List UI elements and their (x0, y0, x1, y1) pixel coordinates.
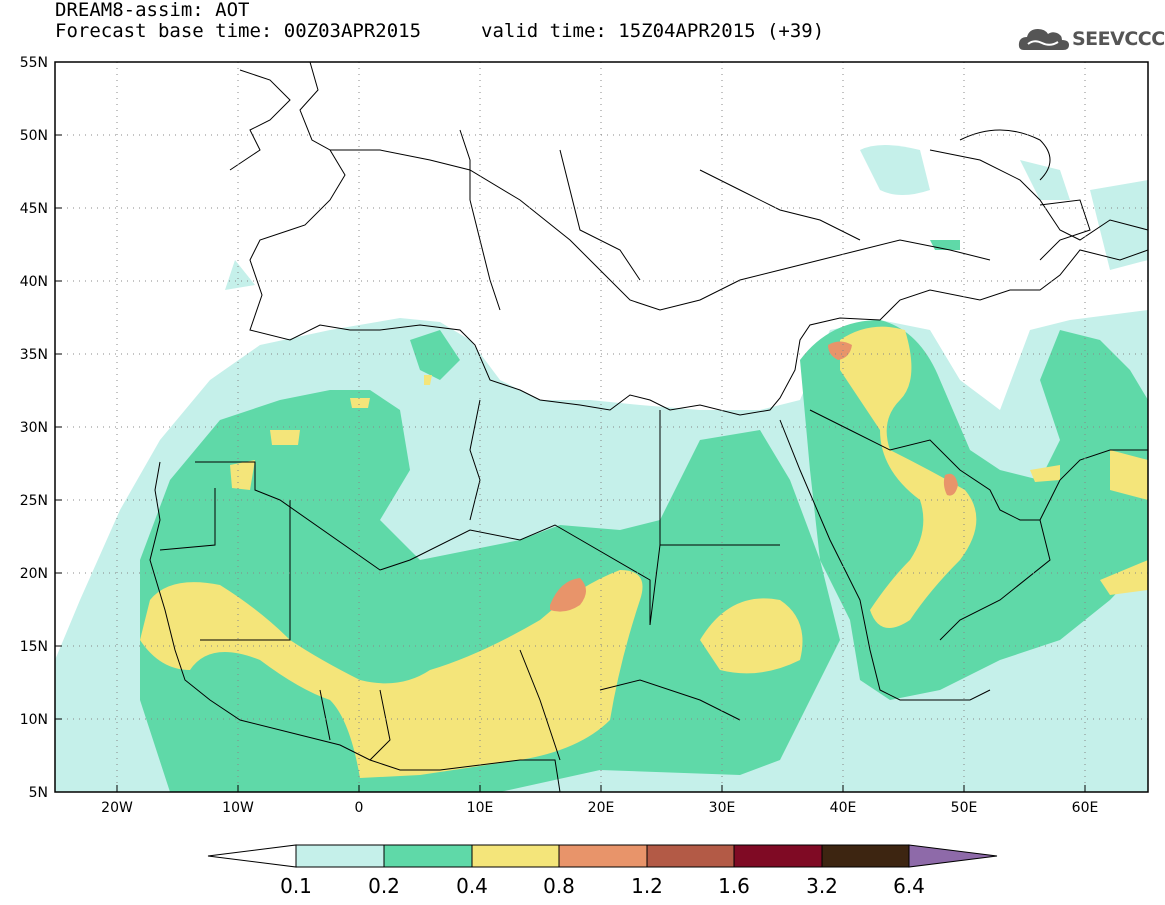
colorbar-segment (471, 844, 560, 868)
cloud-logo-icon (1018, 29, 1069, 50)
seevccc-logo: SEEVCCC (1018, 24, 1165, 54)
colorbar-label: 0.4 (456, 874, 488, 898)
lat-label: 10N (20, 712, 48, 728)
lon-label: 0 (355, 800, 364, 816)
colorbar-segment (295, 844, 385, 868)
aot-level-0.4-0.8 (140, 326, 1148, 778)
aot-field (55, 145, 1148, 792)
colorbar-segment (383, 844, 473, 868)
lat-label: 50N (20, 128, 48, 144)
colorbar-label: 1.6 (718, 874, 750, 898)
lat-label: 40N (20, 274, 48, 290)
colorbar-segment (646, 844, 735, 868)
colorbar-over-arrow (908, 844, 998, 868)
lat-label: 55N (20, 55, 48, 71)
lon-label: 60E (1072, 800, 1099, 816)
lat-label: 30N (20, 420, 48, 436)
logo-text: SEEVCCC (1072, 28, 1165, 50)
lat-label: 5N (29, 785, 48, 801)
lat-label: 35N (20, 347, 48, 363)
lat-label: 25N (20, 493, 48, 509)
lon-label: 10W (222, 800, 254, 816)
lon-axis: 20W 10W 0 10E 20E 30E 40E 50E 60E (101, 785, 1098, 816)
lon-label: 50E (951, 800, 978, 816)
colorbar-label: 1.2 (631, 874, 663, 898)
lon-label: 40E (830, 800, 857, 816)
graticule (55, 62, 1148, 792)
lon-label: 20W (101, 800, 133, 816)
lat-axis: 55N 50N 45N 40N 35N 30N 25N 20N 15N 10N … (20, 55, 62, 801)
colorbar-label: 6.4 (893, 874, 925, 898)
lat-label: 15N (20, 639, 48, 655)
coastlines-borders (149, 62, 1148, 792)
lat-label: 20N (20, 566, 48, 582)
colorbar-label: 0.1 (280, 874, 312, 898)
lon-label: 10E (467, 800, 494, 816)
colorbar-segment (558, 844, 648, 868)
colorbar: 0.1 0.2 0.4 0.8 1.2 1.6 3.2 6.4 (207, 844, 998, 898)
colorbar-segment (733, 844, 823, 868)
lon-label: 20E (588, 800, 615, 816)
colorbar-label: 0.8 (543, 874, 575, 898)
map-title: DREAM8-assim: AOT (55, 0, 250, 21)
lon-label: 30E (709, 800, 736, 816)
colorbar-label: 3.2 (806, 874, 838, 898)
colorbar-label: 0.2 (368, 874, 400, 898)
aot-level-0.8-1.2 (550, 341, 958, 612)
valid-time: valid time: 15Z04APR2015 (+39) (481, 20, 825, 42)
colorbar-under-arrow (207, 844, 297, 868)
forecast-base-time: Forecast base time: 00Z03APR2015 (55, 20, 422, 42)
lat-label: 45N (20, 201, 48, 217)
colorbar-segment (821, 844, 910, 868)
